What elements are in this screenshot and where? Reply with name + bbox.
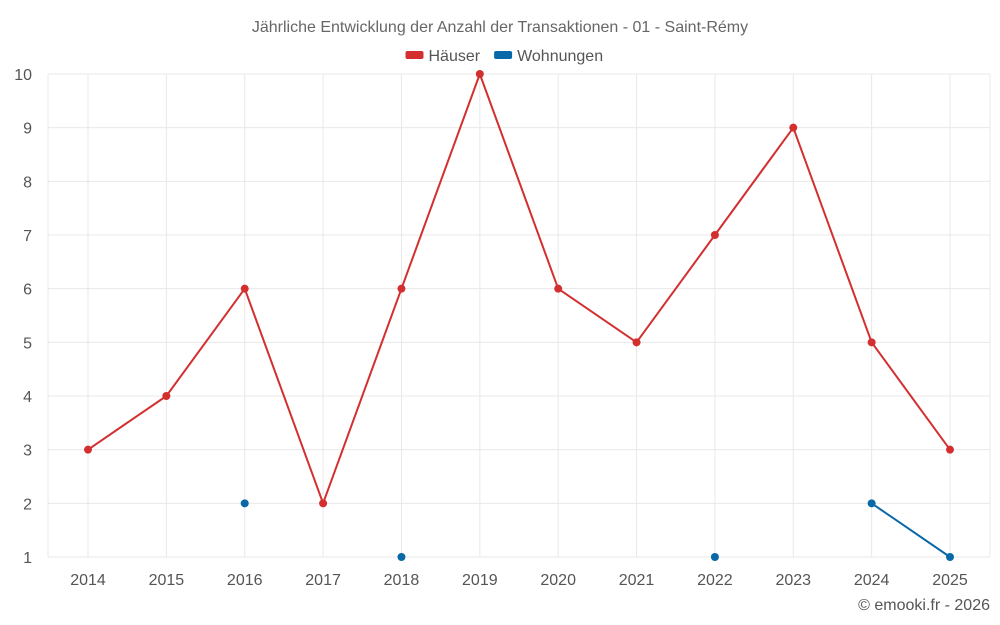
series-layer [84,70,954,561]
y-tick-label: 10 [14,67,32,84]
series-line-segment [243,287,325,505]
data-point [240,284,249,293]
x-tick-label: 2017 [305,572,341,589]
x-tick-label: 2014 [70,572,106,589]
series-line-segment [87,395,168,451]
series-line-segment [635,234,716,344]
series-line-segment [792,126,873,344]
y-tick-label: 2 [23,496,32,513]
y-tick-label: 9 [23,121,32,138]
data-point [710,231,719,239]
chart-title: Jährliche Entwicklung der Anzahl der Tra… [252,19,748,36]
x-tick-label: 2018 [384,572,420,589]
data-point [554,284,563,293]
y-tick-label: 4 [23,389,32,406]
y-tick-label: 8 [23,174,32,191]
series-line-segment [870,341,951,451]
legend-item[interactable]: Häuser [405,48,481,65]
data-point [475,70,484,78]
data-point [710,553,719,561]
series-line-segment [870,502,951,558]
data-point [84,445,92,454]
x-tick-label: 2021 [619,572,655,589]
series-line-segment [165,287,246,397]
series-line-segment [400,73,481,290]
x-tick-label: 2022 [697,572,733,589]
legend-label: Häuser [429,48,481,65]
series-1 [84,70,954,508]
data-point [240,499,249,508]
y-tick-label: 7 [23,228,32,245]
x-tick-label: 2016 [227,572,263,589]
series-line-segment [713,126,795,236]
legend-item[interactable]: Wohnungen [494,48,603,65]
grid [47,73,991,558]
x-tick-label: 2015 [149,572,185,589]
credit-text: © emooki.fr - 2026 [858,597,990,614]
legend-swatch [405,51,424,59]
x-tick-label: 2025 [932,572,968,589]
x-axis: 2014 2015 2016 2017 2018 2019 2020 2021 2022 2023… [70,572,968,589]
data-point [946,553,954,561]
data-point [867,499,876,508]
data-point [397,284,406,293]
data-point [789,123,798,132]
data-point [867,338,876,347]
x-tick-label: 2024 [854,572,890,589]
x-tick-label: 2023 [775,572,811,589]
legend: Häuser Wohnungen [405,48,603,65]
legend-label: Wohnungen [517,48,603,65]
y-tick-label: 6 [23,282,32,299]
series-line-segment [557,287,638,344]
y-axis: 1 2 3 4 5 6 7 8 9 10 [14,67,32,567]
data-point [319,499,328,508]
y-tick-label: 5 [23,335,32,352]
data-point [397,553,406,561]
y-tick-label: 3 [23,443,32,460]
data-point [946,445,954,454]
data-point [162,392,171,400]
data-point [632,338,641,347]
y-tick-label: 1 [23,550,32,567]
series-line-segment [322,287,403,505]
legend-swatch [494,51,513,59]
x-tick-label: 2020 [540,572,576,589]
series-line-segment [478,73,560,290]
x-tick-label: 2019 [462,572,498,589]
series-2 [240,499,954,561]
